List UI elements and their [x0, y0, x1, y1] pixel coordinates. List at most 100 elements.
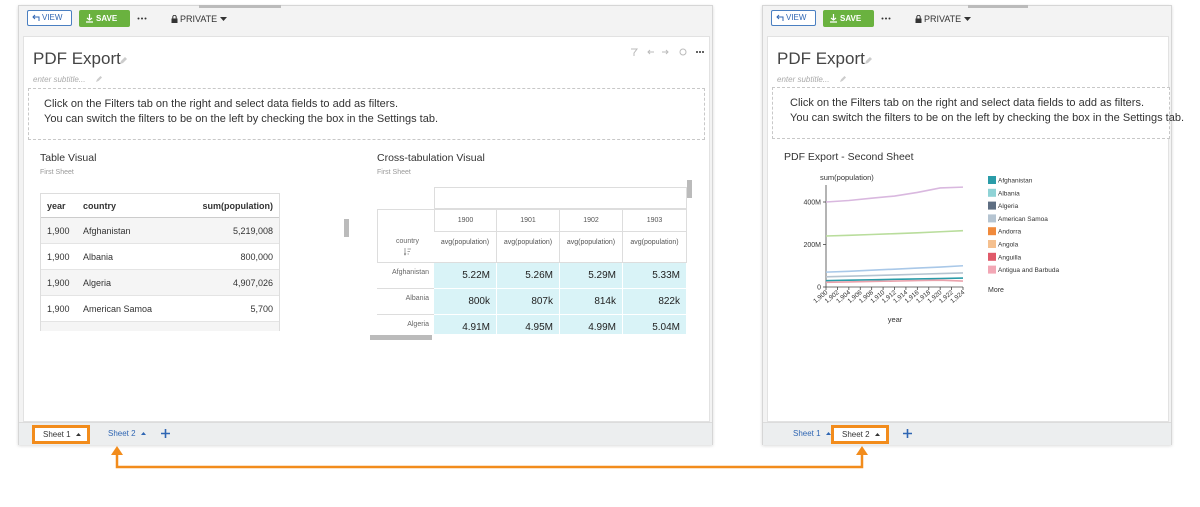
- crosstab-top-row: [434, 187, 687, 209]
- table-scrollbar: [344, 219, 349, 237]
- caret-icon: [220, 17, 228, 21]
- sheet-tab[interactable]: Sheet 2: [100, 425, 152, 444]
- visual-title: Table Visual: [40, 152, 97, 164]
- table-cell: American Samoa: [83, 304, 153, 314]
- table-cell: 800,000: [240, 252, 273, 262]
- sheet-tab-label: Sheet 1: [793, 429, 821, 438]
- crosstab-corner: [377, 209, 434, 263]
- sheet-tab[interactable]: Sheet 1: [32, 425, 90, 444]
- privacy-menu[interactable]: PRIVATE: [915, 12, 972, 26]
- view-label: VIEW: [786, 13, 807, 22]
- tab-caret: [825, 432, 831, 435]
- download-icon: [830, 14, 837, 23]
- dashboard-subtitle: enter subtitle...: [33, 75, 86, 84]
- crosstab-cell: 4.91M: [434, 315, 497, 334]
- table-cell: Albania: [83, 252, 114, 262]
- sheet-tab[interactable]: Sheet 1: [785, 425, 837, 444]
- dashboard-panel: VIEW SAVE PRIVATE PDF Export enter subtitle.…: [762, 5, 1184, 445]
- filters-info-box: Click on the Filters tab on the right an…: [28, 88, 705, 140]
- add-sheet: [161, 429, 170, 438]
- save-label: SAVE: [96, 14, 118, 23]
- table-cell: 5,700: [250, 304, 273, 314]
- toolbar-tab-stripe: [968, 5, 1028, 8]
- table-cell: 5,219,008: [232, 226, 273, 236]
- table-row: 1,900 Algeria 4,907,026: [41, 270, 279, 296]
- add-sheet: [903, 429, 912, 438]
- table-row: 1,900 Afghanistan 5,219,008: [41, 218, 279, 244]
- crosstab-cell: 807k: [497, 289, 560, 315]
- crosstab-measure-header: avg(population): [497, 232, 560, 263]
- table-row: 1,900 Albania 800,000: [41, 244, 279, 270]
- visual-title: Cross-tabulation Visual: [377, 152, 485, 164]
- privacy-label: PRIVATE: [180, 14, 218, 24]
- info-text: Click on the Filters tab on the right an…: [44, 98, 399, 110]
- crosstab-cell: 5.26M: [497, 263, 560, 289]
- info-text: You can switch the filters to be on the …: [790, 112, 1185, 124]
- crosstab-row-label: Albania: [377, 289, 434, 315]
- sheet-tab-bar: Sheet 1 Sheet 2: [763, 422, 1171, 445]
- caret-icon: [964, 17, 972, 21]
- sheet-tab-label: Sheet 2: [108, 429, 136, 438]
- table-row-cut: [41, 322, 279, 331]
- dashboard-title: PDF Export: [777, 49, 865, 68]
- table-cell: 1,900: [47, 278, 70, 288]
- visual-subtitle: First Sheet: [377, 169, 411, 176]
- view-button[interactable]: VIEW: [27, 10, 72, 26]
- save-button[interactable]: SAVE: [79, 10, 130, 27]
- privacy-menu[interactable]: PRIVATE: [171, 12, 228, 26]
- crosstab-row-header: country: [396, 238, 419, 245]
- info-text: Click on the Filters tab on the right an…: [790, 97, 1145, 109]
- view-label: VIEW: [42, 13, 63, 22]
- crosstab-cell: 822k: [623, 289, 687, 315]
- edit-icon: [840, 76, 846, 82]
- crosstab-cell: 5.22M: [434, 263, 497, 289]
- edit-icon: [865, 57, 872, 64]
- crosstab-grid: country 1900 avg(population) 1901 avg(popula…: [377, 187, 688, 334]
- visual-subtitle: First Sheet: [40, 169, 74, 176]
- crosstab-column-header: 1900: [434, 209, 497, 232]
- back-icon: [32, 14, 40, 21]
- lock-icon: [171, 15, 178, 23]
- tab-caret: [140, 432, 146, 435]
- dashboard-title: PDF Export: [33, 49, 121, 68]
- save-label: SAVE: [840, 14, 862, 23]
- filters-info-box: Click on the Filters tab on the right an…: [772, 87, 1184, 139]
- crosstab-cell: 5.29M: [560, 263, 623, 289]
- crosstab-measure-header: avg(population): [560, 232, 623, 263]
- lock-icon: [915, 15, 922, 23]
- table-cell: 1,900: [47, 304, 70, 314]
- table-header: year country sum(population): [41, 193, 279, 218]
- crosstab-cell: 800k: [434, 289, 497, 315]
- save-button[interactable]: SAVE: [823, 10, 874, 27]
- crosstab-cell: 5.04M: [623, 315, 687, 334]
- crosstab-column-header: 1901: [497, 209, 560, 232]
- crosstab-cell: 4.99M: [560, 315, 623, 334]
- sheet-tab-label: Sheet 1: [43, 430, 71, 439]
- crosstab-column-header: 1903: [623, 209, 687, 232]
- view-button[interactable]: VIEW: [771, 10, 816, 26]
- crosstab-column-header: 1902: [560, 209, 623, 232]
- sort-icon: [404, 248, 411, 256]
- crosstab-cell: 5.33M: [623, 263, 687, 289]
- crosstab-cell: 814k: [560, 289, 623, 315]
- back-icon: [776, 14, 784, 21]
- crosstab-cell: 4.95M: [497, 315, 560, 334]
- download-icon: [86, 14, 93, 23]
- table-row: 1,900 American Samoa 5,700: [41, 296, 279, 322]
- crosstab-row-label: Algeria: [377, 315, 434, 334]
- column-header: sum(population): [202, 201, 274, 211]
- edit-icon: [96, 76, 102, 82]
- sheet-tab[interactable]: Sheet 2: [831, 425, 889, 444]
- table-cell: 4,907,026: [232, 278, 273, 288]
- edit-icon: [120, 57, 127, 64]
- toolbar-tab-stripe: [199, 5, 281, 8]
- tab-caret: [75, 433, 81, 436]
- table-cell: 1,900: [47, 252, 70, 262]
- crosstab-scrollbar-h: [370, 335, 432, 340]
- info-text: You can switch the filters to be on the …: [44, 113, 439, 125]
- crosstab-measure-header: avg(population): [434, 232, 497, 263]
- sheet-tab-label: Sheet 2: [842, 430, 870, 439]
- more-menu: [881, 17, 891, 20]
